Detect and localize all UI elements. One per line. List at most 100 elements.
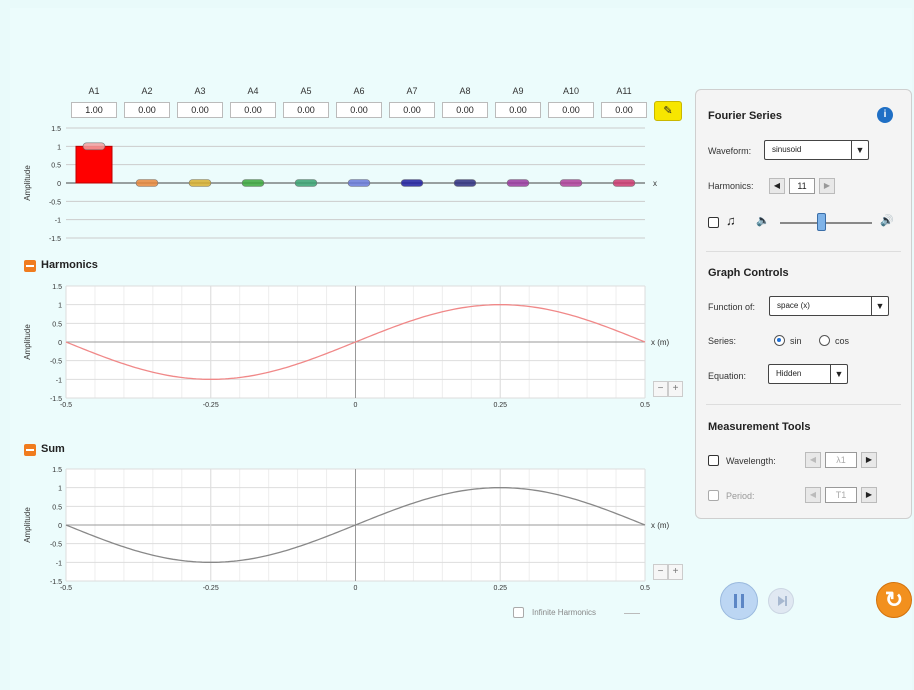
amplitude-input[interactable]: 0.00 bbox=[336, 102, 382, 118]
series-cos-label: cos bbox=[835, 336, 850, 346]
panel-divider bbox=[706, 404, 901, 405]
amplitude-input[interactable]: 0.00 bbox=[177, 102, 223, 118]
function-of-select[interactable]: space (x) ▼ bbox=[769, 296, 889, 316]
panel-divider bbox=[706, 251, 901, 252]
period-value: T1 bbox=[825, 487, 857, 503]
graph-controls-title: Graph Controls bbox=[708, 267, 789, 279]
amplitude-slider-handle bbox=[347, 179, 371, 187]
amplitude-label: A6 bbox=[353, 86, 365, 96]
function-of-value: space (x) bbox=[777, 301, 810, 310]
amplitude-input[interactable]: 0.00 bbox=[230, 102, 276, 118]
chevron-down-icon: ▼ bbox=[871, 297, 888, 315]
amplitude-x-label: x bbox=[653, 179, 657, 188]
period-label: Period: bbox=[726, 491, 755, 501]
series-label: Series: bbox=[708, 336, 737, 346]
music-note-icon: ♫ bbox=[726, 213, 736, 228]
sound-checkbox[interactable] bbox=[708, 217, 719, 228]
amplitude-label: A2 bbox=[141, 86, 153, 96]
amplitude-input[interactable]: 0.00 bbox=[548, 102, 594, 118]
waveform-select[interactable]: sinusoid ▼ bbox=[764, 140, 869, 160]
plot-y-tick-label: -0.5 bbox=[50, 542, 62, 549]
plot-y-tick-label: -1 bbox=[56, 560, 62, 567]
reset-icon: ↻ bbox=[884, 587, 904, 612]
amplitude-input[interactable]: 0.00 bbox=[601, 102, 647, 118]
infinite-harmonics-label: Infinite Harmonics bbox=[532, 608, 597, 617]
amplitude-label: A1 bbox=[88, 86, 100, 96]
amplitude-tick-label: -0.5 bbox=[49, 199, 61, 206]
pause-button[interactable] bbox=[720, 582, 758, 620]
harmonics-zoom-out-button[interactable]: − bbox=[653, 381, 668, 397]
plot-series-line bbox=[65, 487, 646, 563]
wavelength-checkbox[interactable] bbox=[708, 455, 719, 466]
plot-y-tick-label: 1 bbox=[58, 303, 62, 310]
plot-x-axis-label: x (m) bbox=[651, 521, 670, 530]
plot-y-tick-label: 1 bbox=[58, 486, 62, 493]
plot-x-axis-label: x (m) bbox=[651, 338, 670, 347]
amplitude-slider-handle bbox=[241, 179, 265, 187]
amplitude-input[interactable]: 0.00 bbox=[495, 102, 541, 118]
harmonics-increment-button[interactable]: ▶ bbox=[819, 178, 835, 194]
harmonics-zoom-in-button[interactable]: + bbox=[668, 381, 683, 397]
reset-button[interactable]: ↻ bbox=[876, 582, 912, 618]
series-sin-radio[interactable] bbox=[774, 335, 785, 346]
amplitude-label: A11 bbox=[616, 86, 632, 96]
amplitude-slider-handle bbox=[559, 179, 583, 187]
amplitude-slider-handle bbox=[294, 179, 318, 187]
volume-high-icon: 🔊 bbox=[880, 215, 894, 227]
function-of-label: Function of: bbox=[708, 302, 756, 312]
amplitude-chart[interactable]: 1.5 1 0.5 0 -0.5 -1 -1.5 x Amplitude bbox=[0, 120, 690, 250]
plot-x-tick-label: -0.5 bbox=[60, 402, 72, 409]
plot-x-tick-label: 0 bbox=[354, 585, 358, 592]
amplitude-label: A9 bbox=[512, 86, 524, 96]
series-cos-radio[interactable] bbox=[819, 335, 830, 346]
infinite-harmonics-checkbox[interactable] bbox=[513, 607, 524, 618]
amplitude-slider-handle bbox=[188, 179, 212, 187]
plot-x-tick-label: 0.25 bbox=[493, 585, 507, 592]
period-checkbox[interactable] bbox=[708, 490, 719, 501]
chevron-down-icon: ▼ bbox=[830, 365, 847, 383]
amplitude-label: A8 bbox=[459, 86, 471, 96]
amplitude-input[interactable]: 1.00 bbox=[71, 102, 117, 118]
harmonics-collapse-button[interactable] bbox=[24, 260, 36, 272]
volume-slider-thumb[interactable] bbox=[817, 213, 827, 231]
harmonics-value: 11 bbox=[789, 178, 815, 194]
wavelength-label: Wavelength: bbox=[726, 456, 776, 466]
wavelength-value: λ1 bbox=[825, 452, 857, 468]
plot-y-axis-label: Amplitude bbox=[23, 324, 32, 360]
waveform-value: sinusoid bbox=[772, 145, 802, 154]
measurement-tools-title: Measurement Tools bbox=[708, 421, 811, 433]
wavelength-decrement-button[interactable]: ◀ bbox=[805, 452, 821, 468]
plot-y-tick-label: -1 bbox=[56, 377, 62, 384]
plot-x-tick-label: 0.25 bbox=[493, 402, 507, 409]
sum-title: Sum bbox=[41, 443, 65, 455]
period-decrement-button[interactable]: ◀ bbox=[805, 487, 821, 503]
info-icon[interactable]: i bbox=[877, 107, 893, 123]
plot-x-tick-label: -0.25 bbox=[203, 402, 219, 409]
control-panel: Fourier Series i Waveform: sinusoid ▼ Ha… bbox=[695, 89, 912, 519]
equation-label: Equation: bbox=[708, 371, 747, 381]
amplitude-input[interactable]: 0.00 bbox=[283, 102, 329, 118]
period-increment-button[interactable]: ▶ bbox=[861, 487, 877, 503]
amplitude-label: A5 bbox=[300, 86, 312, 96]
harmonics-decrement-button[interactable]: ◀ bbox=[769, 178, 785, 194]
amplitude-input[interactable]: 0.00 bbox=[124, 102, 170, 118]
equation-select[interactable]: Hidden ▼ bbox=[768, 364, 848, 384]
sum-zoom-out-button[interactable]: − bbox=[653, 564, 668, 580]
amplitude-tick-label: 0.5 bbox=[51, 163, 61, 170]
step-forward-button[interactable] bbox=[768, 588, 794, 614]
amplitude-input[interactable]: 0.00 bbox=[389, 102, 435, 118]
plot-series-line bbox=[65, 304, 646, 380]
sum-collapse-button[interactable] bbox=[24, 444, 36, 456]
pencil-button[interactable]: ✎ bbox=[654, 101, 682, 121]
harmonics-title: Harmonics bbox=[41, 259, 98, 271]
amplitude-input[interactable]: 0.00 bbox=[442, 102, 488, 118]
plot-y-axis-label: Amplitude bbox=[23, 507, 32, 543]
plot-x-tick-label: 0.5 bbox=[640, 585, 650, 592]
plot-x-tick-label: -0.25 bbox=[203, 585, 219, 592]
waveform-label: Waveform: bbox=[708, 146, 752, 156]
amplitude-label: A3 bbox=[194, 86, 206, 96]
series-sin-label: sin bbox=[790, 336, 802, 346]
sum-zoom-in-button[interactable]: + bbox=[668, 564, 683, 580]
wavelength-increment-button[interactable]: ▶ bbox=[861, 452, 877, 468]
plot-y-tick-label: 0 bbox=[58, 340, 62, 347]
